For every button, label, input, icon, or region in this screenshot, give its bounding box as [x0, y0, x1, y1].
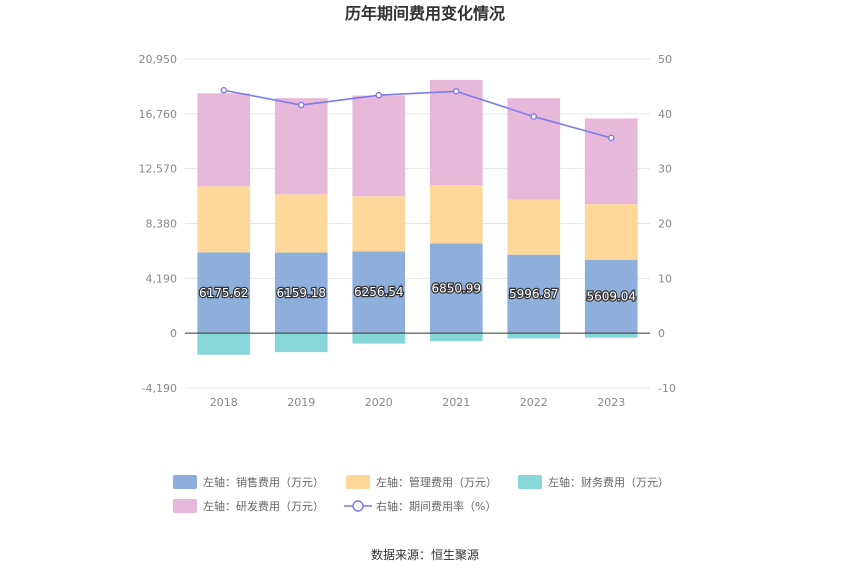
rate-line-point: [530, 113, 538, 120]
rate-line-point: [220, 86, 228, 94]
left-axis-tick-label: 20,950: [139, 53, 178, 66]
right-axis-tick-label: 10: [658, 272, 672, 285]
bar-data-label: 6159.18: [276, 286, 326, 300]
bar-segment: [197, 93, 251, 187]
left-axis-tick-label: 12,570: [139, 163, 178, 176]
right-axis-tick-label: 50: [658, 53, 672, 66]
bar-data-label: 5609.04: [586, 289, 636, 303]
bar-segment: [274, 333, 328, 353]
x-axis-tick-label: 2018: [210, 396, 238, 409]
left-axis-tick-label: 0: [170, 327, 177, 340]
bar-segment: [274, 98, 328, 195]
left-axis-tick-label: -4,190: [142, 382, 177, 395]
bar-segment: [429, 243, 483, 334]
right-axis-tick-label: 40: [658, 108, 672, 121]
bar-segment: [197, 186, 251, 253]
legend-label: 左轴：财务费用（万元）: [548, 475, 669, 489]
legend-swatch: [518, 475, 542, 489]
legend-swatch: [173, 499, 197, 513]
legend-label: 右轴：期间费用率（%）: [376, 499, 496, 513]
bar-segment: [584, 333, 638, 338]
gridlines: [185, 58, 650, 389]
bar-segment: [584, 118, 638, 205]
bar-segment: [197, 252, 251, 334]
rate-line-point: [607, 134, 615, 142]
legend-label: 左轴：研发费用（万元）: [203, 499, 324, 513]
chart-title: 历年期间费用变化情况: [345, 4, 505, 23]
rate-line-point: [452, 88, 460, 95]
bar-segment: [429, 79, 483, 186]
bar-segment: [274, 194, 328, 253]
x-axis-tick-label: 2020: [365, 396, 393, 409]
bar-segment: [584, 204, 638, 260]
bar-segment: [352, 95, 406, 197]
bar-segment: [429, 185, 483, 244]
bar-segment: [507, 199, 561, 255]
bar-data-label: 5996.87: [509, 287, 559, 301]
bar-segment: [584, 259, 638, 334]
rate-line-point: [297, 101, 305, 109]
right-axis-tick-label: 20: [658, 218, 672, 231]
right-axis-tick-label: 0: [658, 327, 665, 340]
legend: 左轴：销售费用（万元） 左轴：管理费用（万元） 左轴：财务费用（万元） 左轴：研发费用…: [173, 475, 669, 513]
legend-swatch: [346, 475, 370, 489]
bar-data-label: 6256.54: [354, 285, 404, 299]
x-axis-tick-label: 2022: [520, 396, 548, 409]
left-axis-tick-label: 4,190: [146, 272, 178, 285]
data-labels: 6175.62 6159.18 6256.54 6850.99 5996.87 5609.…: [198, 280, 638, 305]
legend-label: 左轴：管理费用（万元）: [376, 475, 497, 489]
bar-segment: [352, 251, 406, 334]
bar-segment: [197, 333, 251, 355]
bar-segment: [507, 254, 561, 334]
bars: [197, 79, 638, 355]
source-note: 数据来源：恒生聚源: [371, 547, 479, 562]
legend-line-marker: [352, 500, 364, 512]
rate-line-path: [223, 89, 612, 139]
right-axis-tick-label: -10: [658, 382, 676, 395]
rate-line: [220, 86, 615, 142]
bar-segment: [429, 333, 483, 342]
legend-label: 左轴：销售费用（万元）: [203, 475, 324, 489]
legend-swatch: [173, 475, 197, 489]
left-axis-tick-label: 8,380: [146, 218, 178, 231]
bar-segment: [352, 333, 406, 344]
left-axis-tick-label: 16,760: [139, 108, 178, 121]
rate-line-point: [375, 91, 383, 99]
x-axis-tick-label: 2021: [442, 396, 470, 409]
bar-data-label: 6175.62: [199, 286, 249, 300]
bar-segment: [274, 252, 328, 334]
axis-ticks: -4,190 0 4,190 8,380 12,570 16,760 20,950 -10 0 1…: [139, 53, 676, 409]
x-axis-tick-label: 2023: [597, 396, 625, 409]
right-axis-tick-label: 30: [658, 163, 672, 176]
bar-segment: [352, 196, 406, 252]
bar-segment: [507, 333, 561, 339]
x-axis-tick-label: 2019: [287, 396, 315, 409]
bar-data-label: 6850.99: [431, 281, 481, 295]
